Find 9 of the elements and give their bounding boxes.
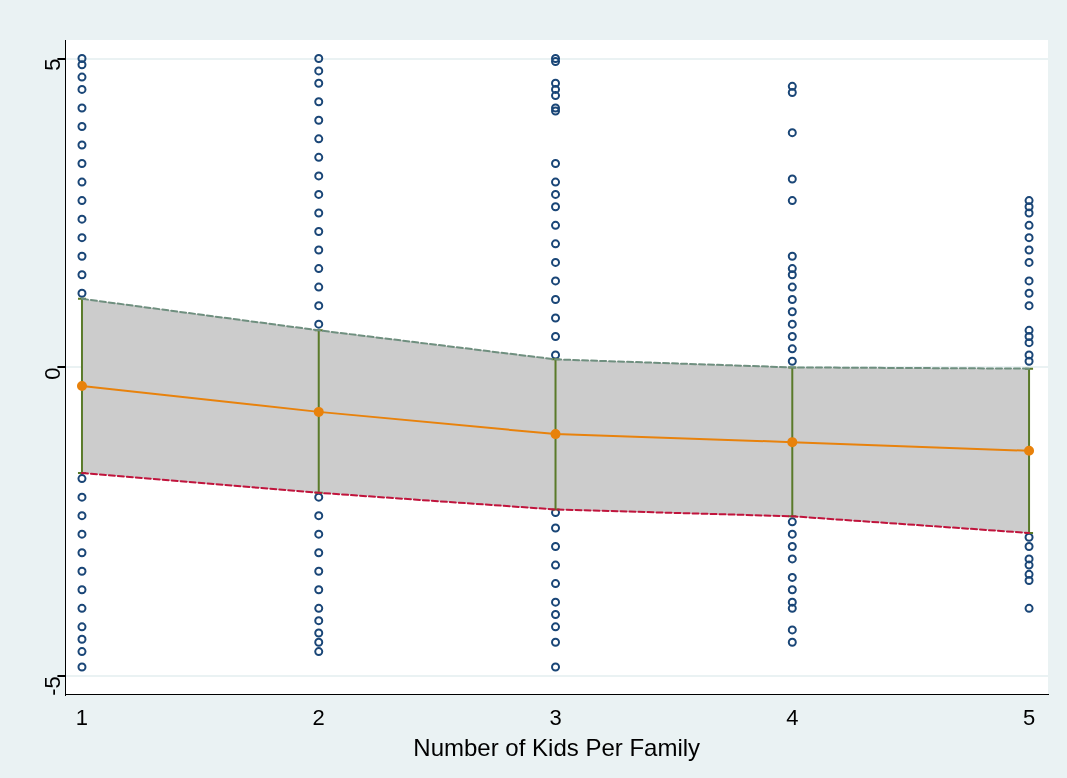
y-tick-label: 5 [40,58,66,71]
x-tick-label: 3 [549,705,562,731]
y-tick-label: -5 [40,676,66,696]
y-tick-label: 0 [40,367,66,380]
x-tick-label: 5 [1022,705,1036,731]
x-tick-label: 4 [786,705,799,731]
x-axis-title: Number of Kids Per Family [413,734,701,762]
x-tick-label: 2 [312,705,325,731]
x-tick-label: 1 [75,705,89,731]
